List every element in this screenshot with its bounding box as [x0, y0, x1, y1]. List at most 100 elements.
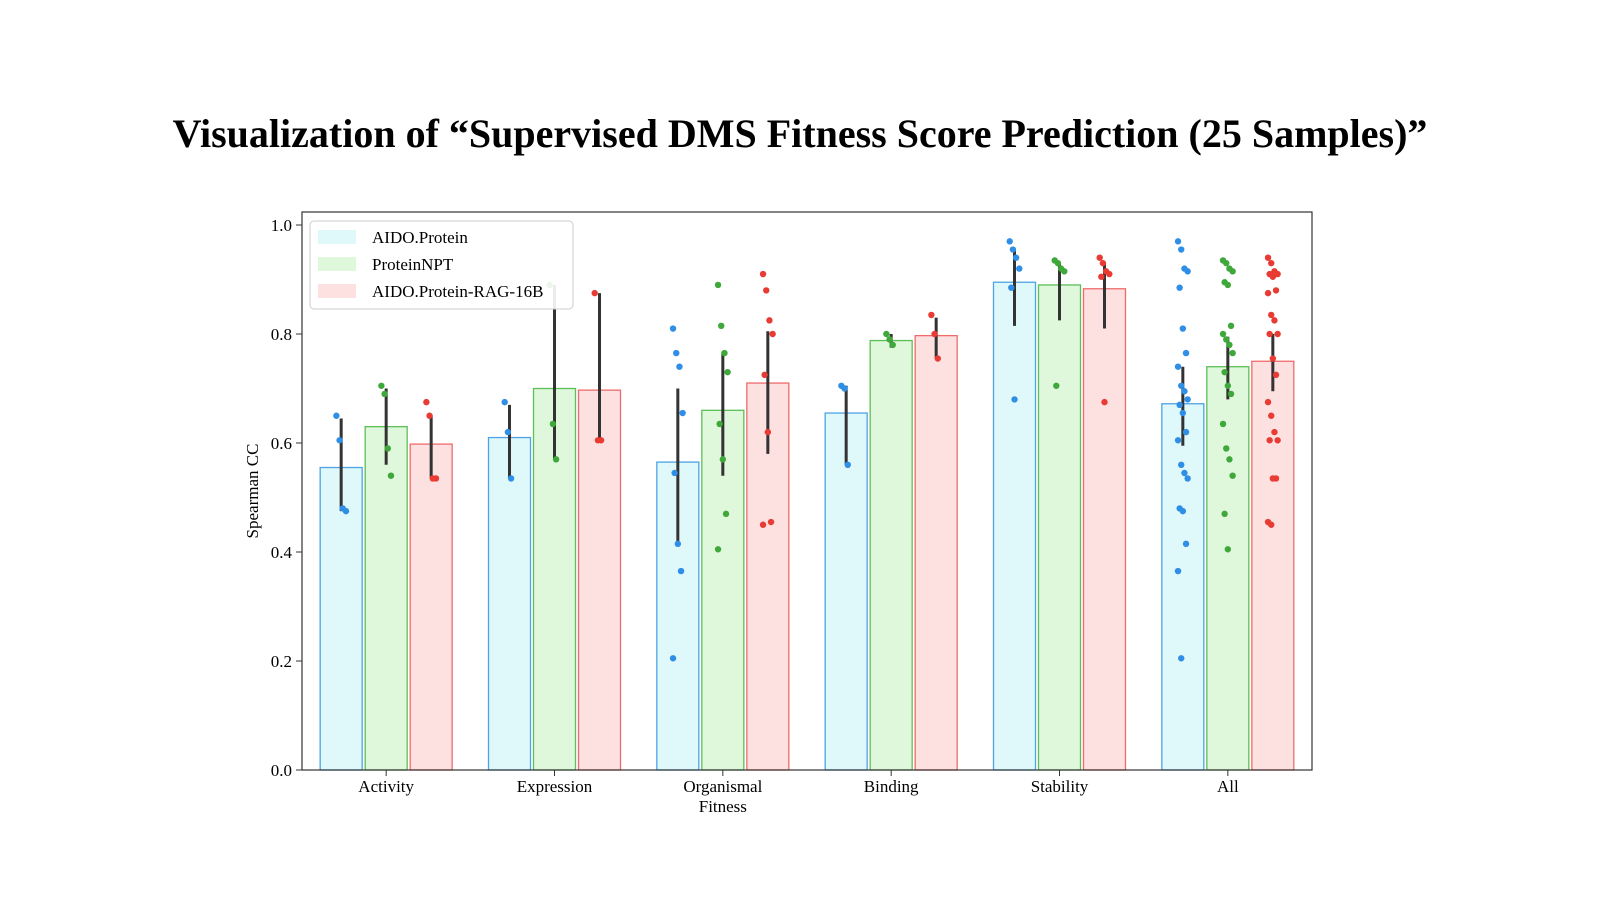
y-tick-label: 0.2	[271, 652, 292, 671]
bar	[409, 443, 453, 771]
data-point	[769, 330, 776, 338]
data-point	[1221, 510, 1228, 518]
data-point	[1174, 363, 1182, 370]
bar	[1037, 284, 1082, 771]
data-point	[1009, 246, 1017, 253]
data-point	[1011, 396, 1018, 403]
data-point	[1184, 268, 1191, 275]
data-point	[1016, 265, 1023, 272]
data-point	[759, 270, 767, 278]
data-point	[1176, 401, 1183, 409]
bar	[319, 466, 363, 771]
y-tick-label: 0.4	[271, 543, 293, 562]
data-point	[716, 420, 723, 428]
data-point	[1182, 428, 1190, 436]
data-point	[1174, 238, 1182, 245]
data-point	[1174, 437, 1182, 444]
bar	[577, 389, 622, 771]
data-point	[1174, 567, 1182, 575]
data-point	[1178, 246, 1185, 253]
legend-swatch	[318, 230, 356, 244]
y-tick-label: 0.6	[271, 434, 292, 453]
data-point	[1264, 289, 1272, 297]
data-point	[1272, 475, 1280, 482]
data-point	[504, 428, 512, 436]
data-point	[1274, 330, 1281, 338]
legend-label: AIDO.Protein	[372, 228, 468, 247]
bar	[1251, 360, 1295, 771]
data-point	[1229, 349, 1236, 357]
legend-label: ProteinNPT	[372, 255, 454, 274]
bar	[1161, 403, 1205, 771]
data-point	[1268, 412, 1275, 419]
data-point	[1096, 254, 1103, 261]
data-point	[669, 655, 677, 662]
data-point	[1268, 311, 1275, 319]
data-point	[763, 287, 770, 294]
data-point	[1272, 371, 1280, 379]
data-point	[1268, 521, 1275, 528]
data-point	[1226, 456, 1233, 463]
data-point	[1269, 355, 1277, 362]
data-point	[549, 420, 557, 428]
data-point	[1179, 325, 1187, 332]
data-point	[1271, 428, 1278, 436]
data-point	[841, 385, 848, 392]
data-point	[767, 518, 775, 526]
legend-label: AIDO.Protein-RAG-16B	[372, 282, 543, 301]
data-point	[1229, 268, 1236, 275]
bar	[487, 436, 532, 771]
y-axis-label: Spearman CC	[243, 444, 262, 539]
slide-title: Visualization of “Supervised DMS Fitness…	[172, 111, 1428, 156]
data-point	[378, 382, 385, 389]
data-point	[552, 456, 560, 463]
data-point	[889, 341, 896, 349]
data-point	[671, 469, 678, 477]
bar	[1206, 366, 1250, 771]
data-point	[1219, 330, 1227, 338]
data-point	[1223, 259, 1230, 267]
data-point	[501, 398, 508, 406]
data-point	[1099, 259, 1107, 267]
data-point	[1182, 540, 1190, 548]
data-point	[432, 475, 440, 482]
data-point	[597, 437, 605, 444]
data-point	[1264, 398, 1272, 406]
data-point	[1178, 382, 1185, 389]
legend-box	[309, 220, 574, 310]
data-point	[1269, 273, 1277, 280]
data-point	[1223, 445, 1230, 452]
data-point	[1184, 396, 1191, 403]
data-point	[928, 311, 935, 319]
data-point	[1179, 507, 1187, 515]
data-point	[1184, 475, 1191, 482]
y-tick-label: 0.8	[271, 325, 292, 344]
data-point	[886, 336, 893, 343]
data-point	[724, 368, 731, 376]
data-point	[1268, 259, 1275, 267]
data-point	[423, 398, 430, 406]
data-point	[722, 510, 730, 518]
data-point	[1054, 259, 1062, 267]
data-point	[1264, 254, 1272, 261]
data-point	[1053, 382, 1060, 389]
data-point	[336, 437, 343, 444]
data-point	[1224, 281, 1232, 289]
data-point	[669, 325, 677, 332]
data-point	[1006, 238, 1013, 245]
data-point	[1223, 336, 1230, 343]
data-point	[1271, 317, 1278, 324]
data-point	[673, 349, 680, 357]
data-point	[759, 521, 767, 528]
data-point	[1178, 461, 1185, 468]
legend-swatch	[318, 284, 356, 298]
bar	[364, 425, 408, 771]
data-point	[1101, 398, 1108, 406]
data-point	[1226, 341, 1233, 349]
data-point	[342, 507, 350, 515]
data-point	[1179, 409, 1187, 417]
data-point	[714, 546, 722, 553]
x-tick-label: Fitness	[699, 797, 747, 816]
data-point	[844, 461, 851, 468]
bar	[869, 339, 913, 771]
